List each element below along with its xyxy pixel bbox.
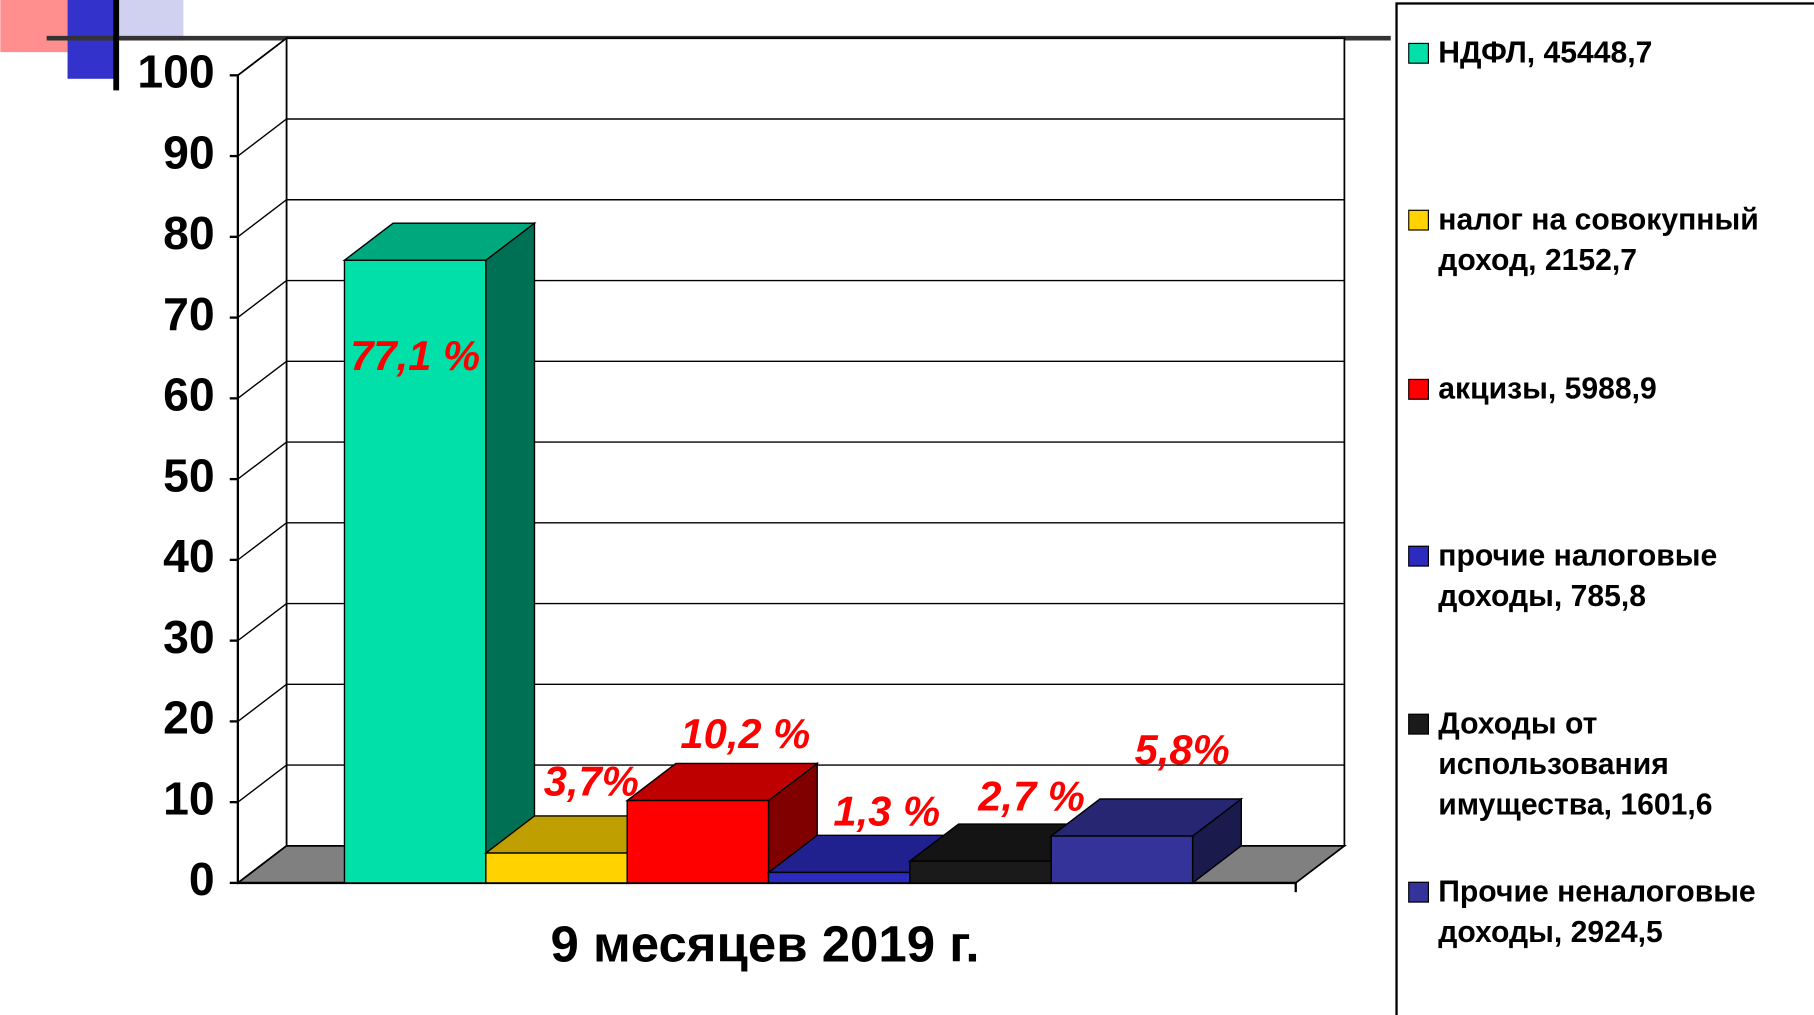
y-tick-label: 80 bbox=[163, 207, 215, 259]
y-tick-label: 60 bbox=[163, 369, 215, 421]
y-tick-label: 40 bbox=[163, 530, 215, 582]
legend-swatch bbox=[1408, 210, 1429, 231]
y-tick-label: 100 bbox=[137, 46, 214, 98]
legend-swatch bbox=[1408, 379, 1429, 400]
y-tick-label: 30 bbox=[163, 611, 215, 663]
legend-swatch bbox=[1408, 714, 1429, 735]
y-tick-label: 70 bbox=[163, 288, 215, 340]
decoration bbox=[114, 0, 184, 41]
plot-area: 0 10 20 30 40 50 60 70 80 90 100 77,1 % 3,7% 10,2 % 1,… bbox=[137, 38, 1344, 905]
y-tick-label: 90 bbox=[163, 126, 215, 178]
legend-label: НДФЛ, 45448,7 bbox=[1438, 32, 1652, 73]
data-label: 2,7 % bbox=[977, 773, 1085, 820]
legend-label: Прочие неналоговые доходы, 2924,5 bbox=[1438, 871, 1808, 952]
legend-label: Доходы от использования имущества, 1601,… bbox=[1438, 703, 1808, 825]
legend-swatch bbox=[1408, 43, 1429, 64]
chart: 0 10 20 30 40 50 60 70 80 90 100 77,1 % 3,7% 10,2 % 1,… bbox=[0, 0, 1814, 1015]
legend-label: налог на совокупный доход, 2152,7 bbox=[1438, 199, 1808, 280]
decoration bbox=[0, 0, 67, 52]
legend-label: прочие налоговые доходы, 785,8 bbox=[1438, 535, 1808, 616]
bar bbox=[769, 872, 910, 882]
y-tick-label: 10 bbox=[163, 772, 215, 824]
legend-item: налог на совокупный доход, 2152,7 bbox=[1408, 199, 1808, 280]
legend-swatch bbox=[1408, 882, 1429, 903]
bar-side bbox=[486, 223, 535, 883]
legend-item: Доходы от использования имущества, 1601,… bbox=[1408, 703, 1808, 825]
data-label: 77,1 % bbox=[350, 332, 480, 379]
y-tick-label: 0 bbox=[189, 853, 215, 905]
legend-item: прочие налоговые доходы, 785,8 bbox=[1408, 535, 1808, 616]
legend-item: акцизы, 5988,9 bbox=[1408, 368, 1808, 409]
y-tick-label: 50 bbox=[163, 449, 215, 501]
legend-swatch bbox=[1408, 546, 1429, 567]
bar bbox=[910, 861, 1051, 883]
data-label: 1,3 % bbox=[833, 788, 940, 835]
bar bbox=[627, 801, 768, 883]
bar bbox=[1051, 836, 1192, 883]
data-label: 5,8% bbox=[1135, 726, 1230, 773]
bar bbox=[486, 853, 627, 883]
legend-label: акцизы, 5988,9 bbox=[1438, 368, 1656, 409]
legend-item: Прочие неналоговые доходы, 2924,5 bbox=[1408, 871, 1808, 952]
legend-area: НДФЛ, 45448,7 налог на совокупный доход, … bbox=[1408, 0, 1814, 1015]
data-label: 10,2 % bbox=[680, 710, 810, 757]
x-tick-label: 9 месяцев 2019 г. bbox=[551, 915, 980, 972]
data-label: 3,7% bbox=[544, 757, 639, 804]
y-tick-label: 20 bbox=[163, 692, 215, 744]
legend-item: НДФЛ, 45448,7 bbox=[1408, 32, 1808, 73]
